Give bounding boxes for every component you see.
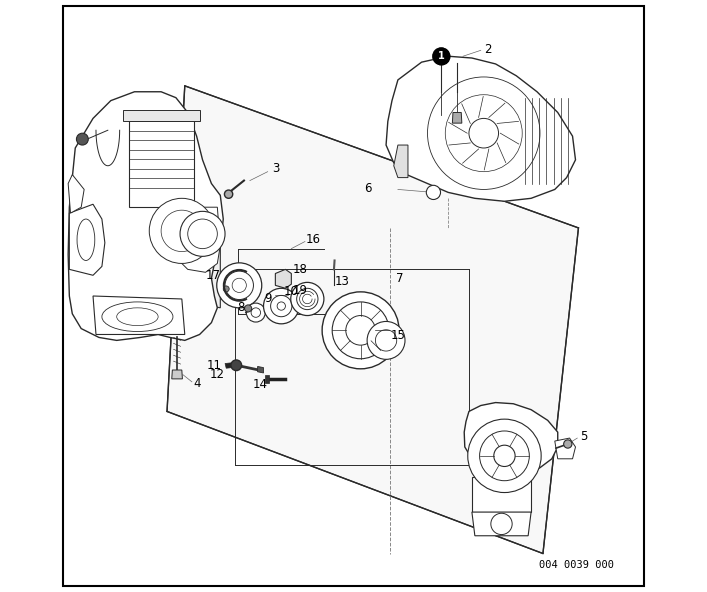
Circle shape [346, 316, 375, 345]
Polygon shape [472, 512, 531, 536]
Circle shape [277, 302, 286, 310]
Circle shape [469, 118, 498, 148]
Circle shape [332, 302, 389, 359]
Circle shape [246, 303, 265, 322]
Polygon shape [257, 366, 264, 373]
Text: 11: 11 [207, 359, 222, 372]
Circle shape [493, 445, 515, 466]
Text: 7: 7 [396, 272, 404, 285]
Polygon shape [69, 204, 105, 275]
Circle shape [375, 330, 397, 351]
Polygon shape [225, 362, 238, 368]
Circle shape [468, 419, 541, 493]
Polygon shape [68, 92, 223, 340]
Text: 5: 5 [580, 430, 587, 443]
Polygon shape [452, 112, 462, 123]
Circle shape [563, 440, 572, 448]
Circle shape [245, 305, 252, 312]
Text: 14: 14 [252, 378, 268, 391]
Circle shape [426, 185, 440, 200]
Polygon shape [167, 175, 221, 308]
Ellipse shape [117, 308, 158, 326]
Circle shape [367, 321, 405, 359]
Polygon shape [275, 291, 288, 300]
Text: 18: 18 [293, 263, 308, 276]
Text: 3: 3 [272, 162, 280, 175]
Circle shape [445, 95, 522, 172]
Circle shape [180, 211, 225, 256]
Text: 6: 6 [364, 182, 371, 195]
Circle shape [479, 431, 530, 481]
Text: 1: 1 [438, 52, 445, 61]
Text: 19: 19 [293, 284, 308, 297]
Ellipse shape [102, 302, 173, 332]
Circle shape [188, 219, 217, 249]
Polygon shape [93, 296, 185, 334]
Circle shape [291, 282, 324, 316]
Ellipse shape [77, 219, 95, 260]
Circle shape [223, 286, 229, 292]
Polygon shape [167, 86, 578, 554]
Polygon shape [275, 269, 291, 288]
Text: 10: 10 [284, 285, 299, 298]
Polygon shape [172, 370, 182, 379]
Circle shape [297, 288, 318, 310]
Circle shape [224, 190, 233, 198]
Text: 9: 9 [264, 292, 271, 305]
Circle shape [76, 133, 88, 145]
Circle shape [433, 48, 450, 65]
Circle shape [264, 288, 299, 324]
Polygon shape [386, 56, 575, 201]
Text: 15: 15 [390, 329, 405, 342]
Text: 16: 16 [306, 233, 321, 246]
Polygon shape [464, 403, 558, 477]
Circle shape [428, 77, 540, 189]
Circle shape [161, 210, 202, 252]
Circle shape [251, 308, 261, 317]
Circle shape [149, 198, 214, 263]
Polygon shape [264, 375, 269, 383]
Polygon shape [472, 477, 531, 512]
Text: 17: 17 [206, 269, 221, 282]
Polygon shape [167, 207, 221, 272]
Circle shape [271, 295, 292, 317]
Text: 004 0039 000: 004 0039 000 [539, 561, 614, 570]
Text: 2: 2 [484, 43, 491, 56]
Circle shape [322, 292, 399, 369]
Text: 4: 4 [194, 377, 201, 390]
Polygon shape [68, 175, 84, 213]
Circle shape [217, 263, 262, 308]
Text: 12: 12 [210, 368, 225, 381]
Polygon shape [394, 145, 408, 178]
Circle shape [225, 271, 253, 300]
Circle shape [232, 278, 246, 292]
Polygon shape [129, 115, 194, 207]
Circle shape [231, 360, 242, 371]
Text: 8: 8 [237, 301, 245, 314]
Polygon shape [122, 110, 199, 121]
Circle shape [491, 513, 512, 535]
Text: 13: 13 [334, 275, 349, 288]
Polygon shape [555, 438, 575, 459]
